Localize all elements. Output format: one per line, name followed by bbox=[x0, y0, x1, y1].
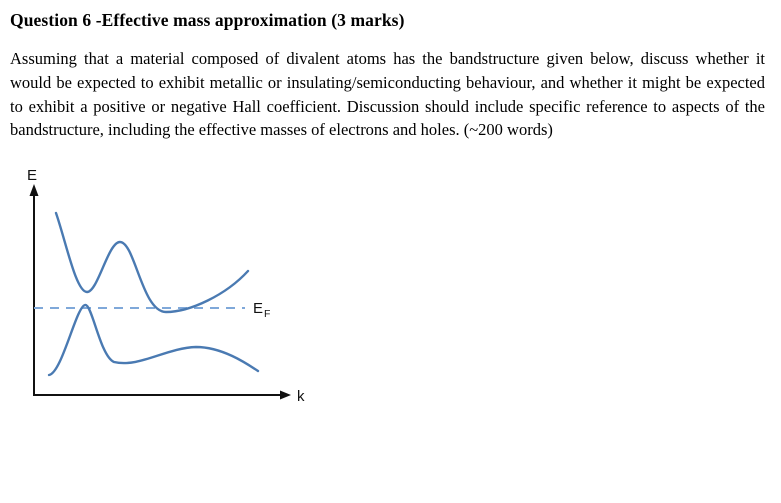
k-axis-label: k bbox=[297, 388, 305, 405]
upper-band-curve bbox=[54, 211, 250, 314]
question-text: Assuming that a material composed of div… bbox=[10, 49, 765, 140]
document-page: Question 6 -Effective mass approximation… bbox=[10, 10, 769, 433]
energy-axis-label: E bbox=[27, 167, 37, 184]
fermi-level-label: E bbox=[253, 300, 263, 317]
bandstructure-figure: E k E F bbox=[24, 160, 769, 433]
fermi-level-label-subscript: F bbox=[264, 308, 270, 320]
lower-band-curve bbox=[47, 303, 260, 377]
y-axis-arrow-icon bbox=[29, 184, 39, 196]
bandstructure-diagram: E k E F bbox=[27, 167, 305, 405]
question-title: Question 6 -Effective mass approximation… bbox=[10, 10, 405, 30]
x-axis-arrow-icon bbox=[280, 390, 291, 400]
